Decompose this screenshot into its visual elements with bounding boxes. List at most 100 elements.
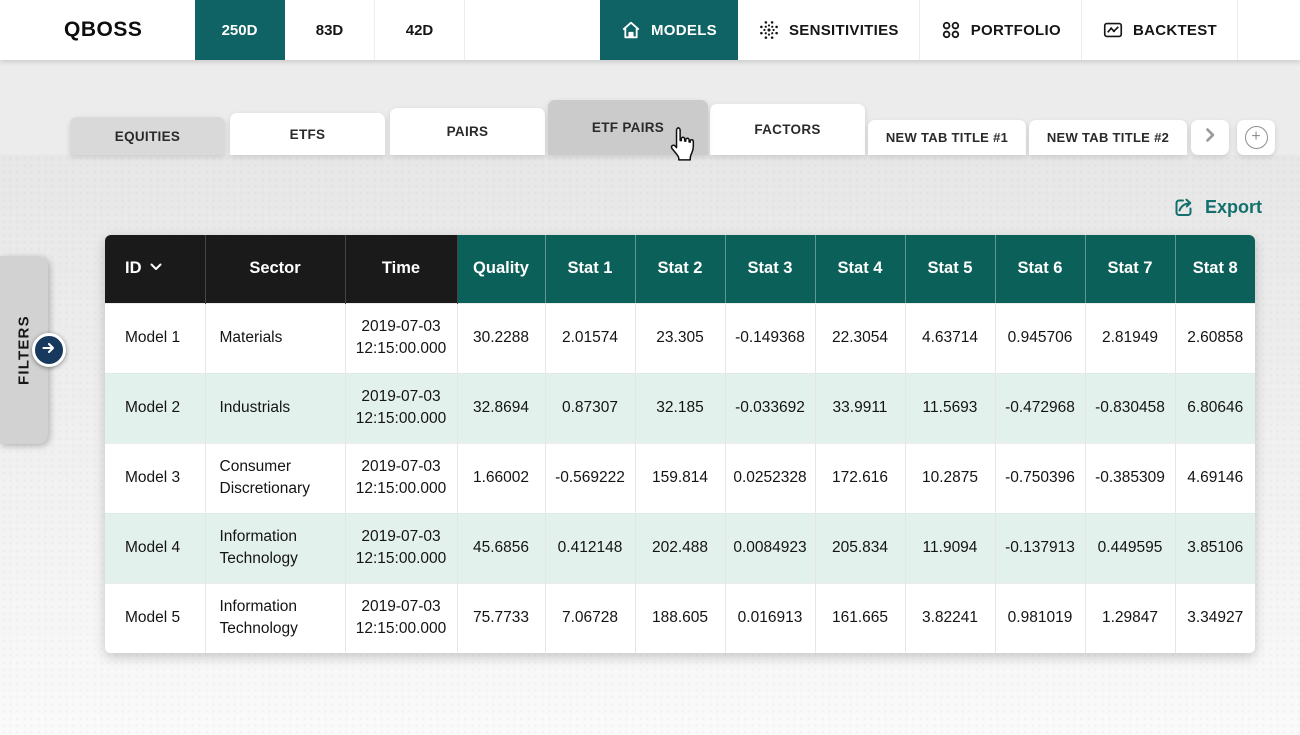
cell-stat-3: 0.016913	[725, 582, 816, 653]
cell-stat-4: 205.834	[815, 512, 906, 583]
add-tab-button[interactable]: +	[1237, 120, 1275, 155]
table-row-model-5[interactable]: Model 5 Information Technology 2019-07-03 …	[105, 582, 1255, 653]
table-header-row: ID Sector Time Quality Stat 1 Stat 2 Stat 3 Sta…	[105, 235, 1255, 303]
export-button[interactable]: Export	[1172, 195, 1262, 219]
top-navigation-bar: QBOSS 250D 83D 42D MODELS SENSITIVITIES PORT…	[0, 0, 1300, 60]
tab-new-tab-title-1[interactable]: NEW TAB TITLE #1	[868, 120, 1026, 155]
tab-new-tab-title-2[interactable]: NEW TAB TITLE #2	[1029, 120, 1187, 155]
column-label: Sector	[249, 259, 301, 278]
cell-stat-5: 4.63714	[905, 302, 996, 373]
tab-etfs[interactable]: ETFS	[230, 113, 385, 155]
export-label: Export	[1205, 196, 1263, 217]
cell-stat-7: -0.830458	[1085, 372, 1176, 443]
main-nav: MODELS SENSITIVITIES PORTFOLIO BACKTEST	[600, 0, 1239, 60]
column-header-stat-8: Stat 8	[1175, 235, 1255, 303]
cell-sector: Information Technology	[205, 512, 346, 583]
cell-stat-7: 1.29847	[1085, 582, 1176, 653]
cell-stat-8: 6.80646	[1175, 372, 1255, 443]
home-icon	[620, 19, 642, 41]
nav-label: MODELS	[651, 21, 717, 39]
cell-stat-7: 0.449595	[1085, 512, 1176, 583]
cell-stat-6: 0.945706	[995, 302, 1086, 373]
column-label: Stat 1	[567, 259, 613, 278]
tab-scroll-right-button[interactable]	[1191, 120, 1229, 155]
export-icon	[1172, 195, 1196, 219]
cell-stat-2: 23.305	[635, 302, 726, 373]
cell-time: 2019-07-03 12:15:00.000	[345, 582, 458, 653]
tab-etf-pairs[interactable]: ETF PAIRS	[548, 100, 708, 155]
chevron-right-icon	[1200, 125, 1220, 150]
column-label: Time	[381, 259, 421, 278]
burst-icon	[758, 19, 780, 41]
cell-stat-8: 4.69146	[1175, 442, 1255, 513]
nav-item-models[interactable]: MODELS	[600, 0, 738, 60]
cell-stat-2: 202.488	[635, 512, 726, 583]
table-row-model-2[interactable]: Model 2 Industrials 2019-07-03 12:15:00.00…	[105, 372, 1255, 443]
models-table-card: ID Sector Time Quality Stat 1 Stat 2 Stat 3 Sta…	[105, 235, 1255, 653]
period-tab-250d[interactable]: 250D	[195, 0, 285, 60]
cell-stat-1: 2.01574	[545, 302, 636, 373]
column-header-stat-1: Stat 1	[545, 235, 636, 303]
filters-expand-button[interactable]	[32, 333, 66, 367]
cell-id: Model 2	[105, 372, 206, 443]
column-header-quality: Quality	[457, 235, 546, 303]
cell-stat-2: 188.605	[635, 582, 726, 653]
cell-time: 2019-07-03 12:15:00.000	[345, 442, 458, 513]
cell-stat-3: 0.0084923	[725, 512, 816, 583]
cell-stat-4: 161.665	[815, 582, 906, 653]
tab-equities[interactable]: EQUITIES	[70, 117, 225, 155]
cell-stat-3: 0.0252328	[725, 442, 816, 513]
cell-stat-7: -0.385309	[1085, 442, 1176, 513]
table-row-model-1[interactable]: Model 1 Materials 2019-07-03 12:15:00.000 3…	[105, 302, 1255, 373]
nav-label: SENSITIVITIES	[788, 21, 899, 39]
brand-logo: QBOSS	[64, 18, 143, 41]
cell-stat-1: 0.412148	[545, 512, 636, 583]
cell-stat-5: 3.82241	[905, 582, 996, 653]
column-header-stat-2: Stat 2	[635, 235, 726, 303]
column-header-id[interactable]: ID	[105, 235, 206, 303]
cell-time: 2019-07-03 12:15:00.000	[345, 302, 458, 373]
period-tab-83d[interactable]: 83D	[285, 0, 375, 60]
column-label: Stat 6	[1017, 259, 1063, 278]
column-label: Stat 5	[927, 259, 973, 278]
tab-pairs[interactable]: PAIRS	[390, 108, 545, 155]
filters-panel-tab[interactable]: FILTERS	[0, 256, 66, 444]
cell-sector: Materials	[205, 302, 346, 373]
cell-stat-8: 3.34927	[1175, 582, 1255, 653]
cell-stat-5: 11.9094	[905, 512, 996, 583]
column-label: Stat 2	[657, 259, 703, 278]
models-table: ID Sector Time Quality Stat 1 Stat 2 Stat 3 Sta…	[105, 235, 1255, 653]
nav-label: BACKTEST	[1132, 21, 1218, 39]
cell-stat-6: -0.472968	[995, 372, 1086, 443]
cell-quality: 32.8694	[457, 372, 546, 443]
cell-stat-3: -0.033692	[725, 372, 816, 443]
nav-item-backtest[interactable]: BACKTEST	[1082, 0, 1239, 60]
table-row-model-4[interactable]: Model 4 Information Technology 2019-07-03 …	[105, 512, 1255, 583]
cell-stat-6: -0.750396	[995, 442, 1086, 513]
cell-time: 2019-07-03 12:15:00.000	[345, 512, 458, 583]
cell-stat-3: -0.149368	[725, 302, 816, 373]
period-tab-group: 250D 83D 42D	[195, 0, 465, 60]
cell-sector: Information Technology	[205, 582, 346, 653]
cell-stat-5: 11.5693	[905, 372, 996, 443]
cell-id: Model 3	[105, 442, 206, 513]
cell-stat-4: 172.616	[815, 442, 906, 513]
cell-quality: 45.6856	[457, 512, 546, 583]
table-row-model-3[interactable]: Model 3 Consumer Discretionary 2019-07-03 …	[105, 442, 1255, 513]
cell-stat-4: 22.3054	[815, 302, 906, 373]
nav-item-sensitivities[interactable]: SENSITIVITIES	[738, 0, 920, 60]
cell-time: 2019-07-03 12:15:00.000	[345, 372, 458, 443]
cell-quality: 75.7733	[457, 582, 546, 653]
tab-factors[interactable]: FACTORS	[710, 104, 865, 155]
cell-sector: Consumer Discretionary	[205, 442, 346, 513]
column-label: Stat 3	[747, 259, 793, 278]
cell-stat-2: 32.185	[635, 372, 726, 443]
sort-chevron-down-icon	[150, 263, 161, 271]
circles-icon	[940, 19, 962, 41]
column-header-stat-5: Stat 5	[905, 235, 996, 303]
cell-stat-1: -0.569222	[545, 442, 636, 513]
period-tab-42d[interactable]: 42D	[375, 0, 465, 60]
nav-item-portfolio[interactable]: PORTFOLIO	[920, 0, 1082, 60]
column-header-stat-6: Stat 6	[995, 235, 1086, 303]
